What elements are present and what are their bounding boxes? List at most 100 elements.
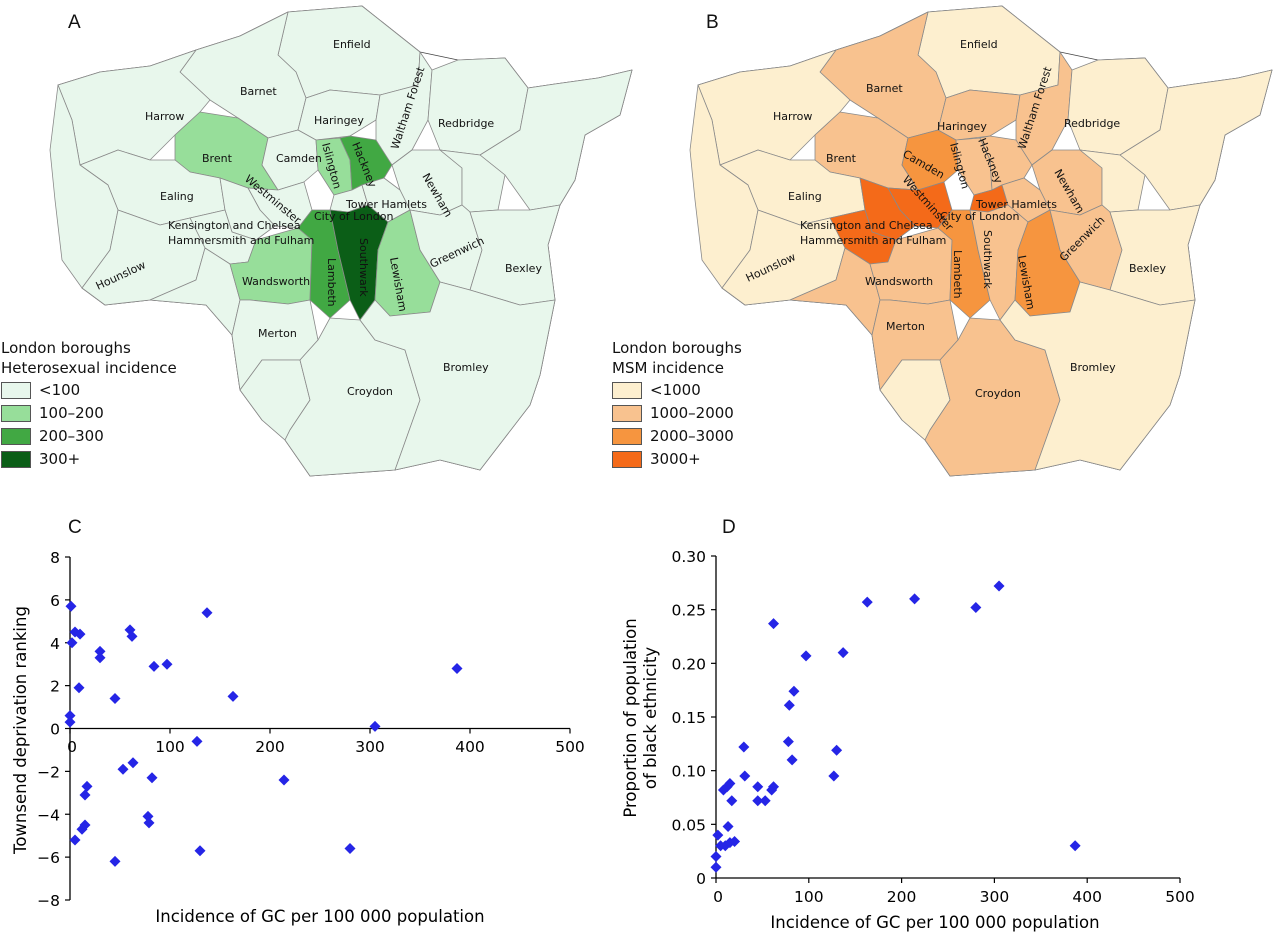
legend-b-title-1: London boroughs — [612, 339, 742, 357]
borough-bexley — [1109, 204, 1201, 306]
chartc-x-tick-label: 100 — [155, 738, 185, 756]
panel-label-d: D — [722, 517, 736, 538]
legend-b-item: 3000+ — [612, 448, 742, 471]
chartc-point — [227, 690, 239, 702]
map-a-label-hammersmith: Hammersmith and Fulham — [168, 234, 314, 247]
chartc-y-tick-label: −2 — [37, 763, 60, 781]
legend-b-title-2: MSM incidence — [612, 359, 724, 378]
map-b-label-hammersmith: Hammersmith and Fulham — [800, 234, 946, 247]
map-b-label-redbridge: Redbridge — [1064, 117, 1120, 130]
chartc-y-tick-label: −4 — [37, 806, 60, 824]
map-b-label-southwark: Southwark — [981, 230, 994, 289]
chartc-y-label: Townsend deprivation ranking — [11, 606, 30, 855]
map-a-label-enfield: Enfield — [333, 38, 371, 51]
map-b-label-croydon: Croydon — [975, 387, 1021, 400]
legend-a-swatch-4 — [1, 450, 31, 468]
chart-c-townsend-scatter: 8 6 4 2 0 −2 −4 −6 −8 0 100 200 300 400 500 Incidence o… — [11, 549, 585, 926]
chartc-point — [127, 757, 139, 769]
chartd-point — [768, 618, 780, 630]
chartd-point — [738, 741, 750, 753]
legend-a-item: 200–300 — [1, 425, 177, 448]
chartc-point — [64, 710, 76, 722]
chartc-y-tick-label: 2 — [50, 678, 60, 696]
chartd-point — [759, 795, 771, 807]
chartd-point — [909, 593, 921, 605]
legend-b-label-3: 2000–3000 — [650, 426, 734, 445]
chartc-point — [73, 682, 85, 694]
legend-b-swatch-3 — [612, 427, 642, 445]
map-b-label-merton: Merton — [886, 320, 925, 333]
legend-a-label-2: 100–200 — [39, 403, 104, 422]
chartd-x-tick-label: 200 — [887, 888, 917, 906]
map-a-label-camden: Camden — [276, 152, 322, 165]
chartd-point — [800, 650, 812, 662]
map-a-label-bexley: Bexley — [505, 262, 542, 275]
chartd-y-label: of black ethnicity — [641, 647, 660, 789]
map-a-label-redbridge: Redbridge — [438, 117, 494, 130]
legend-b-swatch-1 — [612, 381, 642, 399]
chartc-y-tick-label: −8 — [37, 892, 60, 910]
map-b-label-city: City of London — [940, 210, 1020, 223]
map-a-label-city: City of London — [314, 210, 394, 223]
chartc-point — [369, 720, 381, 732]
chartd-y-label: Proportion of population — [621, 618, 640, 817]
legend-a-item: 100–200 — [1, 402, 177, 425]
map-b-label-lambeth: Lambeth — [951, 250, 964, 299]
chartc-x-tick-label: 300 — [355, 738, 385, 756]
chartd-point — [837, 647, 849, 659]
chartd-x-tick-label: 300 — [980, 888, 1010, 906]
chartd-y-tick-label: 0 — [696, 870, 706, 888]
borough-camden — [901, 129, 959, 191]
map-a-label-southwark: Southwark — [357, 238, 370, 297]
chartc-point — [344, 843, 356, 855]
chartd-point — [828, 770, 840, 782]
chartc-y-tick-label: 4 — [50, 635, 60, 653]
legend-b-swatch-4 — [612, 450, 642, 468]
map-a-label-harrow: Harrow — [145, 110, 184, 123]
map-a-label-haringey: Haringey — [314, 114, 364, 127]
chartc-point — [148, 660, 160, 672]
chartd-point — [1069, 840, 1081, 852]
map-a-label-croydon: Croydon — [347, 385, 393, 398]
chartc-point — [109, 692, 121, 704]
chartd-x-tick-label: 0 — [713, 888, 723, 906]
chartc-point — [66, 637, 78, 649]
chartc-point — [65, 600, 77, 612]
chartc-y-tick-label: 8 — [50, 549, 60, 567]
borough-waltham-forest — [375, 51, 433, 166]
chartd-point — [831, 744, 843, 756]
chartc-x-tick-label: 200 — [255, 738, 285, 756]
map-b-label-haringey: Haringey — [937, 120, 987, 133]
chartd-point — [993, 580, 1005, 592]
chartc-point — [94, 652, 106, 664]
map-a-label-lambeth: Lambeth — [325, 258, 338, 307]
chartc-point — [191, 735, 203, 747]
chartc-point — [146, 772, 158, 784]
chartc-point — [126, 630, 138, 642]
chartc-x-tick-label: 500 — [555, 738, 585, 756]
chartd-x-tick-label: 400 — [1072, 888, 1102, 906]
chartd-y-tick-label: 0.20 — [671, 655, 706, 673]
map-a-label-brent: Brent — [202, 152, 233, 165]
borough-bexley — [469, 204, 561, 306]
borough-bromley — [359, 281, 556, 471]
borough-camden — [261, 129, 319, 191]
chartd-x-tick-label: 500 — [1165, 888, 1195, 906]
legend-b-label-4: 3000+ — [650, 449, 701, 468]
map-a-label-barnet: Barnet — [240, 85, 277, 98]
chartc-point — [117, 763, 129, 775]
chartc-y-tick-label: −6 — [37, 849, 60, 867]
chartd-y-tick-label: 0.15 — [671, 709, 706, 727]
legend-b-label-1: <1000 — [650, 380, 701, 399]
chartc-point — [81, 780, 93, 792]
legend-a-item: 300+ — [1, 448, 177, 471]
chartc-point — [64, 716, 76, 728]
legend-heterosexual: London boroughs Heterosexual incidence <… — [1, 338, 177, 471]
map-a-label-tower: Tower Hamlets — [345, 198, 427, 211]
legend-a-label-4: 300+ — [39, 449, 81, 468]
chartd-point — [783, 699, 795, 711]
chartd-point — [724, 778, 736, 790]
chartd-point — [726, 795, 738, 807]
legend-b-item: 1000–2000 — [612, 402, 742, 425]
